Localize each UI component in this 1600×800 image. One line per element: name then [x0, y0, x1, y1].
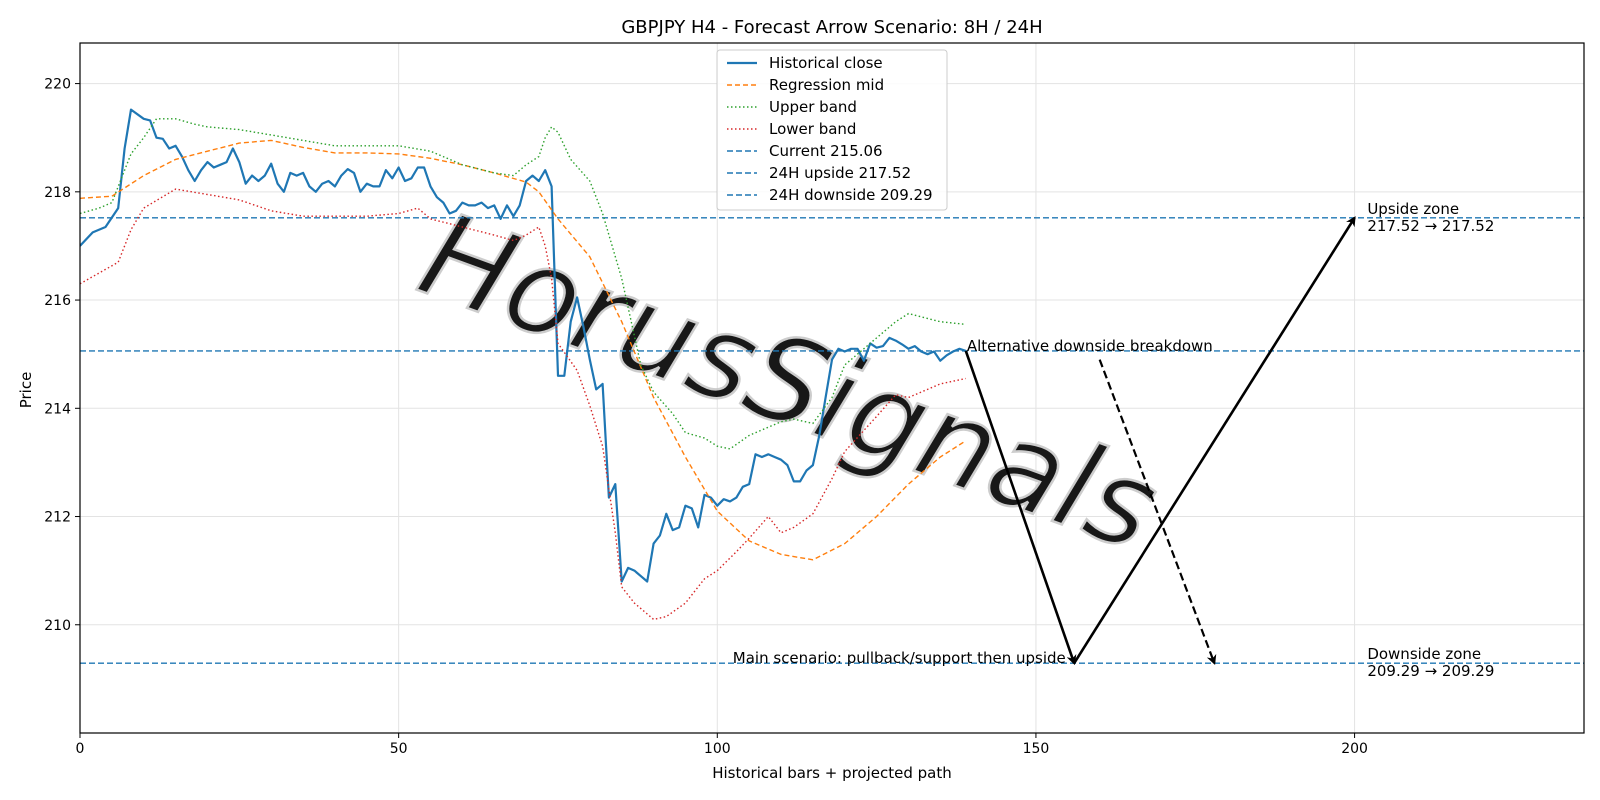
annotation-text: Alternative downside breakdown — [967, 337, 1213, 355]
forecast-arrow — [1098, 359, 1217, 666]
y-tick-label: 220 — [44, 77, 71, 93]
legend-label: 24H downside 209.29 — [769, 186, 933, 204]
legend-label: 24H upside 217.52 — [769, 164, 911, 182]
y-axis-label: Price — [17, 372, 35, 409]
annotation-text: 217.52 → 217.52 — [1367, 217, 1494, 235]
x-tick-label: 100 — [704, 741, 731, 757]
series-line — [80, 188, 966, 621]
plot-frame — [79, 42, 1585, 734]
series-lines — [80, 108, 967, 621]
annotation-text: Upside zone — [1367, 200, 1459, 218]
forecast-arrow — [1073, 216, 1356, 664]
axes: 0 50 100 150 200 210 212 214 216 218 220 — [44, 77, 1368, 757]
series-line — [80, 139, 967, 561]
watermark: HorusSignals — [403, 184, 1176, 579]
chart-title: GBPJPY H4 - Forecast Arrow Scenario: 8H … — [621, 17, 1042, 38]
legend-label: Upper band — [769, 98, 857, 116]
forecast-arrows — [964, 216, 1356, 666]
x-tick-label: 0 — [76, 741, 85, 757]
x-tick-label: 150 — [1023, 741, 1050, 757]
x-axis-label: Historical bars + projected path — [712, 764, 952, 782]
legend-label: Regression mid — [769, 76, 884, 94]
y-tick-label: 210 — [44, 618, 71, 634]
annotations: Alternative downside breakdown Main scena… — [733, 200, 1495, 680]
y-tick-label: 214 — [44, 401, 71, 417]
x-tick-label: 50 — [390, 741, 408, 757]
series-line — [80, 118, 966, 450]
watermark-text: HorusSignals — [404, 185, 1174, 578]
series-line — [80, 108, 967, 583]
forecast-arrow — [964, 350, 1077, 666]
annotation-text: 209.29 → 209.29 — [1367, 662, 1494, 680]
legend-label: Historical close — [769, 54, 883, 72]
legend-label: Current 215.06 — [769, 142, 883, 160]
y-tick-label: 212 — [44, 510, 71, 526]
horizontal-levels — [80, 217, 1584, 664]
annotation-text: Main scenario: pullback/support then ups… — [733, 649, 1066, 667]
legend-box — [716, 49, 948, 211]
x-tick-label: 200 — [1341, 741, 1368, 757]
legend-label: Lower band — [769, 120, 856, 138]
y-tick-label: 216 — [44, 293, 71, 309]
y-tick-label: 218 — [44, 185, 71, 201]
legend: Historical close Regression mid Upper band… — [716, 49, 948, 211]
annotation-text: Downside zone — [1367, 645, 1481, 663]
